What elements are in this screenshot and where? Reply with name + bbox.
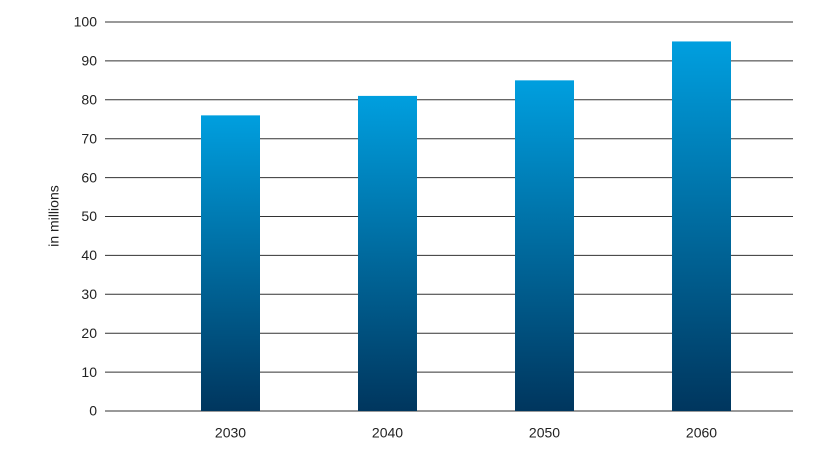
y-tick-label: 30 [81,286,97,302]
y-axis-title: in millions [46,185,62,246]
bar [358,95,417,411]
y-tick-label: 100 [74,14,98,30]
y-tick-label: 90 [81,53,97,69]
x-tick-label: 2060 [686,425,717,441]
bar [515,80,574,411]
y-tick-label: 0 [89,403,97,419]
y-tick-label: 50 [81,208,97,224]
y-tick-label: 10 [81,364,97,380]
bar [201,115,260,412]
x-tick-label: 2030 [215,425,246,441]
y-tick-label: 20 [81,325,97,341]
y-tick-label: 80 [81,92,97,108]
x-tick-label: 2050 [529,425,560,441]
x-tick-label: 2040 [372,425,403,441]
bar [672,41,731,411]
y-tick-label: 40 [81,247,97,263]
y-tick-label: 60 [81,169,97,185]
y-tick-label: 70 [81,130,97,146]
